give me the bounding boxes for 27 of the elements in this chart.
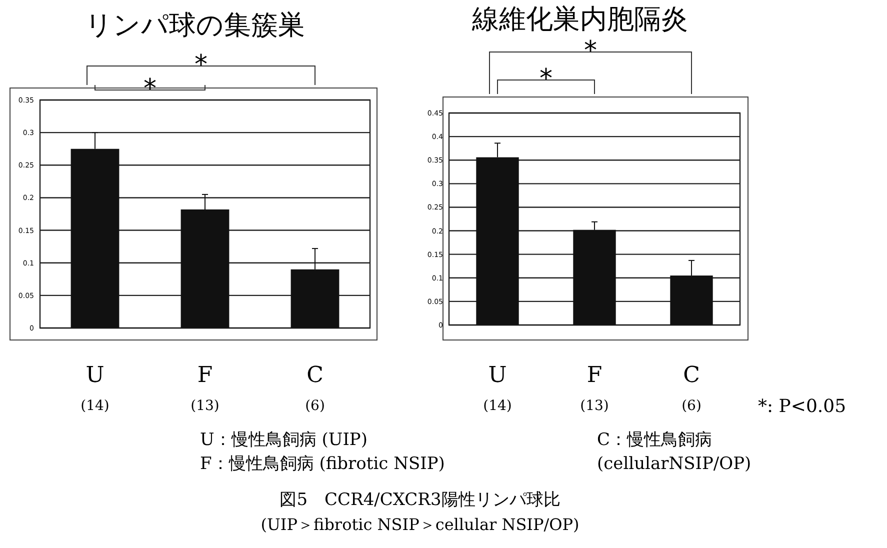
bar	[180, 209, 230, 328]
x-tick-label: F	[197, 363, 213, 388]
chart-title: 線維化巣内胞隔炎	[471, 4, 688, 35]
x-tick-label: U	[86, 363, 104, 388]
bar	[70, 148, 120, 328]
text: (cellularNSIP/OP)	[597, 454, 752, 474]
x-tick-label: C	[683, 363, 700, 388]
bar	[290, 269, 340, 328]
text: (6)	[682, 398, 702, 414]
text: (UIP＞fibrotic NSIP＞cellular NSIP/OP)	[260, 515, 580, 534]
text: (6)	[305, 398, 325, 414]
x-tick-label: U	[488, 363, 507, 388]
caption: 図5 CCR4/CXCR3陽性リンパ球比	[280, 490, 560, 510]
text: *: P<0.05	[758, 396, 846, 417]
text: (13)	[580, 398, 609, 414]
x-tick-label: C	[306, 363, 324, 388]
x-tick-label: F	[586, 363, 602, 388]
text: (14)	[483, 398, 512, 414]
bar	[476, 157, 519, 325]
bar	[670, 276, 713, 325]
bar	[573, 230, 616, 325]
text: (14)	[80, 398, 110, 414]
text: (13)	[190, 398, 220, 414]
text: C：慢性鳥飼病	[597, 430, 712, 450]
text: U：慢性鳥飼病 (UIP)	[200, 430, 368, 450]
text: F：慢性鳥飼病 (fibrotic NSIP)	[200, 454, 445, 474]
chart-title: リンパ球の集簇巣	[85, 10, 305, 41]
